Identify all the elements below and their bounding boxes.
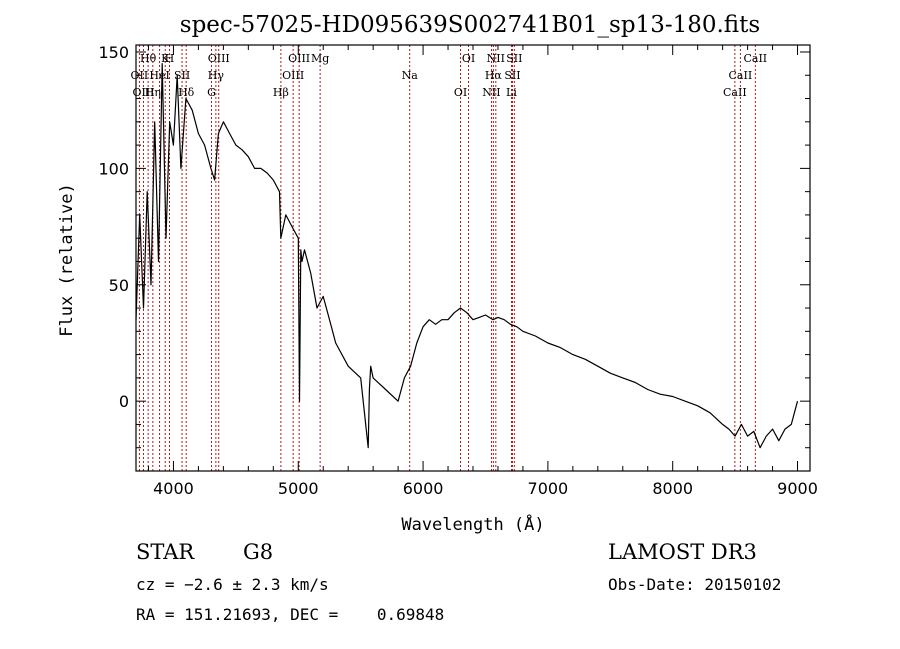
- line-marker-label: CaII: [729, 69, 753, 82]
- x-tick-label: 4000: [153, 479, 194, 498]
- line-marker-label: G: [207, 86, 216, 99]
- line-marker-label: OI: [462, 52, 475, 65]
- plot-frame: [135, 44, 811, 472]
- velocity-text: cz = −2.6 ± 2.3 km/s: [136, 575, 329, 594]
- line-marker-label: OI: [454, 86, 467, 99]
- line-marker-label: OIII: [282, 69, 304, 82]
- line-markers: [138, 45, 756, 471]
- info-panel: STAR G8 LAMOST DR3 cz = −2.6 ± 2.3 km/s …: [136, 540, 781, 624]
- line-marker-label: Hβ: [273, 86, 289, 99]
- line-marker-label: HeI: [149, 69, 169, 82]
- spectrum-series-line: [135, 62, 799, 449]
- object-class: STAR: [136, 540, 195, 564]
- line-marker-label: NII: [482, 86, 500, 99]
- series-group: [135, 62, 799, 449]
- chart-title: spec-57025-HD095639S002741B01_sp13-180.f…: [180, 12, 760, 38]
- line-marker-label: CaII: [743, 52, 767, 65]
- line-marker-label: Li: [506, 86, 517, 99]
- line-marker-label: Hθ: [140, 52, 157, 65]
- line-marker-label: OIII: [208, 52, 230, 65]
- line-marker-label: SII: [504, 69, 520, 82]
- line-marker-label: Hα: [485, 69, 503, 82]
- line-marker-label: OIII: [132, 86, 154, 99]
- line-marker-label: SII: [174, 69, 190, 82]
- observation-date: Obs-Date: 20150102: [608, 575, 781, 594]
- x-tick-label: 7000: [528, 479, 569, 498]
- coordinates-text: RA = 151.21693, DEC = 0.69848: [136, 605, 444, 624]
- x-tick-label: 5000: [278, 479, 319, 498]
- y-axis-label: Flux (relative): [57, 183, 77, 337]
- line-marker-label: Mg: [311, 52, 329, 65]
- line-marker-label: NII: [487, 52, 505, 65]
- y-tick-label: 100: [98, 159, 129, 178]
- line-marker-label: Na: [402, 69, 419, 82]
- survey-name: LAMOST DR3: [608, 540, 757, 564]
- line-marker-label: OIII: [288, 52, 310, 65]
- line-marker-label: H: [165, 52, 175, 65]
- object-subclass: G8: [243, 540, 273, 564]
- line-marker-label: CaII: [723, 86, 747, 99]
- x-axis-label: Wavelength (Å): [401, 513, 544, 535]
- x-tick-label: 9000: [777, 479, 818, 498]
- x-tick-label: 6000: [403, 479, 444, 498]
- y-tick-label: 150: [98, 43, 129, 62]
- line-marker-label: Hδ: [178, 86, 195, 99]
- y-tick-label: 0: [119, 392, 129, 411]
- line-marker-label: SII: [506, 52, 522, 65]
- line-marker-label: K: [161, 52, 170, 65]
- line-marker-labels: HθOIIOIIIKHeIHηHSIIHδOIIIHγGOIIIOIIIHβMg…: [131, 52, 768, 99]
- x-tick-label: 8000: [652, 479, 693, 498]
- x-axis: 4000 5000 6000 7000 8000 9000: [147, 45, 818, 498]
- line-marker-label: Hη: [145, 86, 161, 99]
- y-axis: 0 50 100 150: [98, 43, 810, 449]
- y-tick-label: 50: [109, 276, 129, 295]
- line-marker-label: Hγ: [208, 69, 225, 82]
